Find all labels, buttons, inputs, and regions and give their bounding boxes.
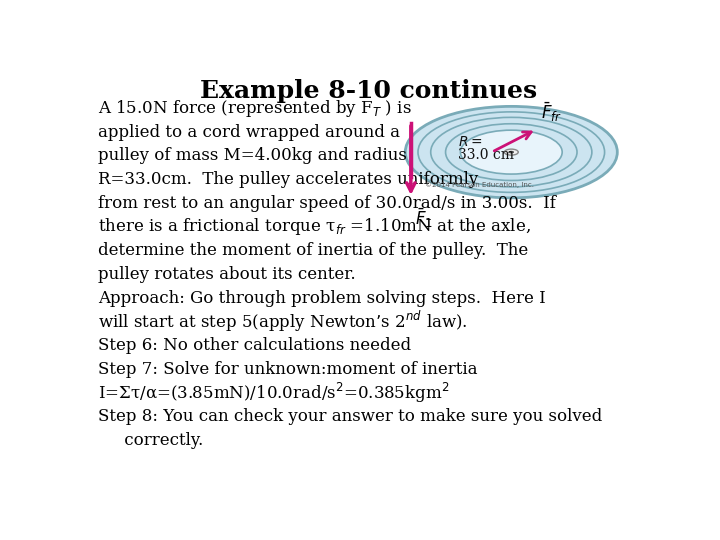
- Text: Approach: Go through problem solving steps.  Here I: Approach: Go through problem solving ste…: [99, 289, 546, 307]
- Text: pulley rotates about its center.: pulley rotates about its center.: [99, 266, 356, 283]
- Text: Example 8-10 continues: Example 8-10 continues: [200, 79, 538, 103]
- Text: R=33.0cm.  The pulley accelerates uniformly: R=33.0cm. The pulley accelerates uniform…: [99, 171, 479, 188]
- Ellipse shape: [460, 130, 562, 174]
- Ellipse shape: [509, 151, 513, 153]
- Text: Step 6: No other calculations needed: Step 6: No other calculations needed: [99, 337, 412, 354]
- Ellipse shape: [504, 149, 518, 155]
- Text: $R =$: $R =$: [459, 134, 482, 149]
- Text: 33.0 cm: 33.0 cm: [459, 148, 514, 163]
- Text: $\bar{F}_{fr}$: $\bar{F}_{fr}$: [541, 100, 562, 124]
- Text: there is a frictional torque τ$_{fr}$ =1.10mN at the axle,: there is a frictional torque τ$_{fr}$ =1…: [99, 217, 531, 238]
- Text: Step 8: You can check your answer to make sure you solved: Step 8: You can check your answer to mak…: [99, 408, 603, 425]
- Text: A 15.0N force (represented by F$_{T}$ ) is: A 15.0N force (represented by F$_{T}$ ) …: [99, 98, 412, 119]
- Text: I=Στ/α=(3.85mN)/10.0rad/s$^{2}$=0.385kgm$^{2}$: I=Στ/α=(3.85mN)/10.0rad/s$^{2}$=0.385kgm…: [99, 381, 450, 405]
- Text: determine the moment of inertia of the pulley.  The: determine the moment of inertia of the p…: [99, 242, 528, 259]
- Text: correctly.: correctly.: [99, 432, 204, 449]
- Ellipse shape: [405, 106, 617, 198]
- Text: pulley of mass M=4.00kg and radius: pulley of mass M=4.00kg and radius: [99, 147, 408, 164]
- Text: will start at step 5(apply Newton’s 2$^{nd}$ law).: will start at step 5(apply Newton’s 2$^{…: [99, 309, 468, 334]
- Text: applied to a cord wrapped around a: applied to a cord wrapped around a: [99, 124, 400, 140]
- Text: $\bar{F}_1$: $\bar{F}_1$: [415, 207, 433, 231]
- Text: from rest to an angular speed of 30.0rad/s in 3.00s.  If: from rest to an angular speed of 30.0rad…: [99, 195, 557, 212]
- Text: Step 7: Solve for unknown:moment of inertia: Step 7: Solve for unknown:moment of iner…: [99, 361, 478, 377]
- Text: ©2014 Pearson Education, Inc.: ©2014 Pearson Education, Inc.: [425, 181, 534, 188]
